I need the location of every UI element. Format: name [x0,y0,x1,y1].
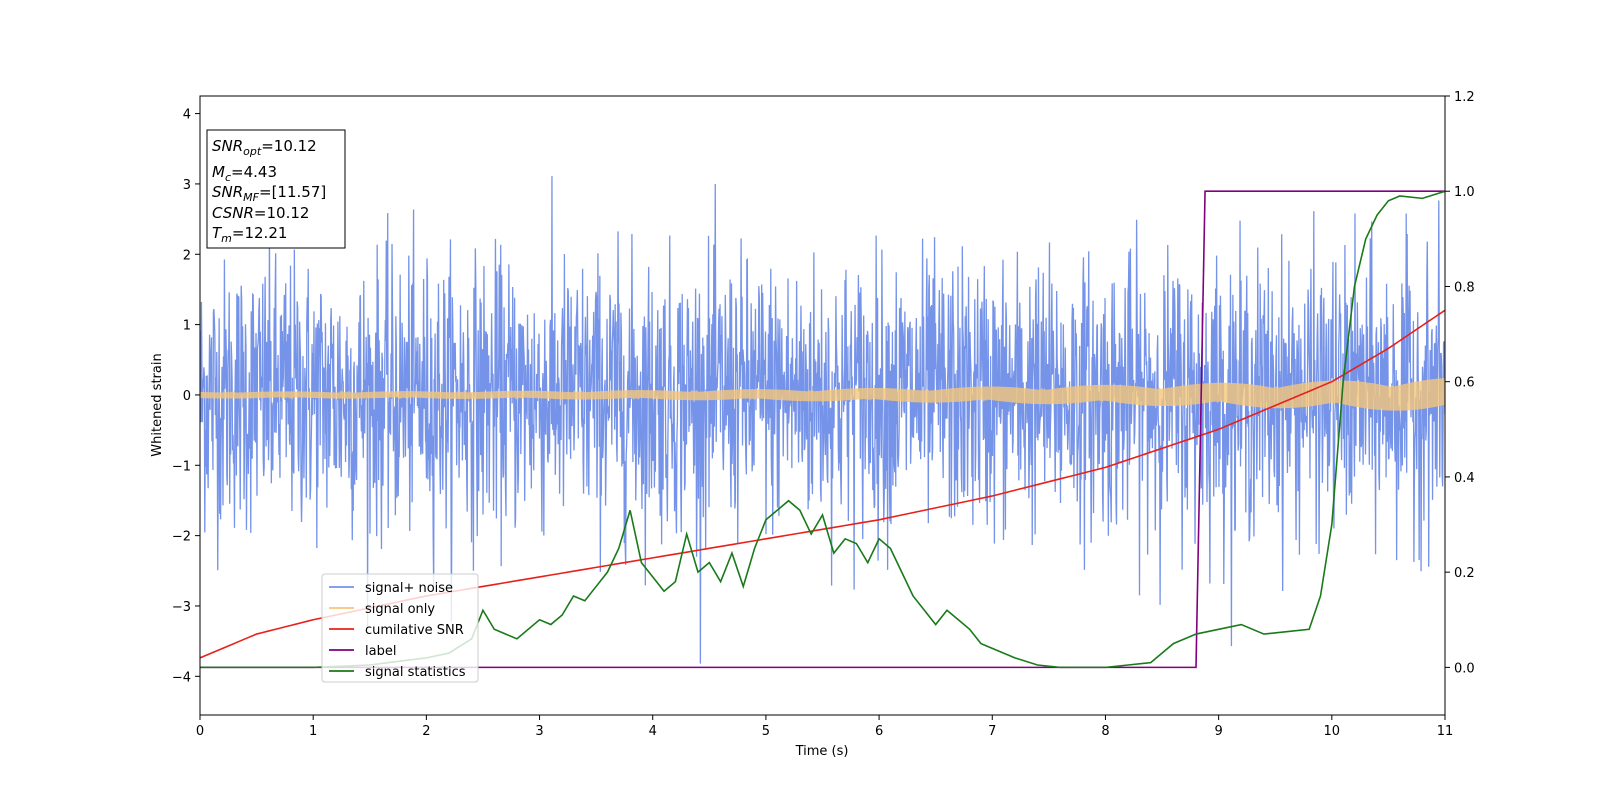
annotation-subscript: c [225,171,231,184]
annotation-symbol: CSNR [212,204,254,222]
x-tick-label: 8 [1101,724,1109,739]
legend-label: signal statistics [365,665,466,680]
legend-label: label [365,644,396,659]
x-tick-label: 5 [762,724,770,739]
x-axis: 0 1 2 3 4 5 6 7 8 9 10 11 [196,715,1453,739]
y-left-tick-label: 1 [183,319,191,334]
annotation-symbol: M [212,163,225,181]
annotation-symbol: SNR [212,183,243,201]
annotation-symbol: T [212,224,223,242]
annotation-line: Mc=4.43 [212,163,277,184]
y-left-tick-label: 3 [183,178,191,193]
x-tick-label: 7 [988,724,996,739]
y-axis-right: 0.0 0.2 0.4 0.6 0.8 1.0 1.2 [1445,90,1475,676]
x-tick-label: 4 [649,724,657,739]
legend-label: signal+ noise [365,581,453,596]
legend-label: cumilative SNR [365,623,464,638]
annotation-symbol: SNR [212,137,243,155]
y-axis-label: Whitened strain [150,353,165,456]
annotation-subscript: m [221,232,232,245]
y-left-tick-label: −1 [172,459,191,474]
y-left-tick-label: −4 [172,670,191,685]
x-tick-label: 0 [196,724,204,739]
legend-frame [321,573,479,683]
x-tick-label: 2 [422,724,430,739]
annotation-line: Tm=12.21 [212,224,287,245]
annotation-value: =4.43 [231,163,277,181]
y-right-tick-label: 0.6 [1454,376,1475,391]
series-label [200,190,1445,669]
y-right-tick-label: 0.0 [1454,661,1475,676]
x-tick-label: 9 [1214,724,1222,739]
y-left-tick-label: −2 [172,530,191,545]
y-right-tick-label: 0.4 [1454,471,1475,486]
annotation-box: SNRopt=10.12Mc=4.43SNRMF=[11.57]CSNR=10.… [206,129,346,249]
annotation-subscript: opt [243,145,262,158]
annotation-line: CSNR=10.12 [212,204,309,222]
y-right-tick-label: 0.8 [1454,280,1475,295]
x-axis-label: Time (s) [795,744,849,759]
annotation-value: =12.21 [232,224,288,242]
legend-items: signal+ noise signal only cumilative SNR la… [329,581,466,680]
annotation-line: SNRMF=[11.57] [212,183,326,204]
y-right-tick-label: 1.2 [1454,90,1475,105]
annotation-value: =[11.57] [259,183,326,201]
legend-label: signal only [365,602,435,617]
x-tick-label: 11 [1437,724,1454,739]
annotation-value: =10.12 [254,204,310,222]
annotation-frame [206,129,346,249]
x-tick-label: 10 [1324,724,1341,739]
x-tick-label: 6 [875,724,883,739]
annotation-subscript: MF [243,191,259,204]
series-signal-statistics [200,190,1445,669]
plot-frame [199,95,1446,716]
y-left-tick-label: 4 [183,108,191,123]
x-tick-label: 3 [535,724,543,739]
y-right-tick-label: 1.0 [1454,185,1475,200]
y-left-tick-label: 0 [183,389,191,404]
series-signal-only [200,378,1445,411]
y-left-tick-label: −3 [172,600,191,615]
y-axis-left: −4 −3 −2 −1 0 1 2 3 4 [172,108,200,685]
annotation-line: SNRopt=10.12 [212,137,317,158]
x-tick-label: 1 [309,724,317,739]
y-left-tick-label: 2 [183,248,191,263]
series-signal-noise [200,176,1445,664]
annotation-value: =10.12 [261,137,317,155]
annotation-lines: SNRopt=10.12Mc=4.43SNRMF=[11.57]CSNR=10.… [212,137,326,245]
y-right-tick-label: 0.2 [1454,566,1475,581]
legend: signal+ noise signal only cumilative SNR la… [321,573,479,683]
